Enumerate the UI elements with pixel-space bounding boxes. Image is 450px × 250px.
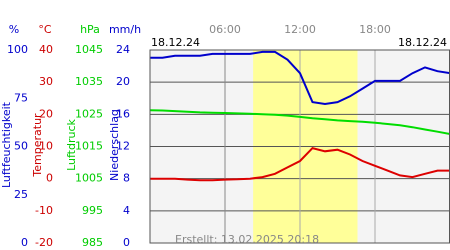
axis-unit: hPa (80, 23, 100, 36)
y-tick-label: 20 (39, 107, 53, 120)
x-tick-label: 18:00 (359, 23, 391, 36)
axis-name: Luftfeuchtigkeit (0, 101, 13, 188)
y-tick-label: 1045 (75, 43, 103, 56)
y-tick-label: 1035 (75, 75, 103, 88)
footer: Erstellt: 13.02.2025 20:18 (175, 233, 319, 246)
y-tick-label: 20 (116, 75, 130, 88)
y-tick-label: 30 (39, 75, 53, 88)
axis-name: Niederschlag (108, 109, 121, 181)
y-tick-label: 1015 (75, 140, 103, 153)
y-tick-label: 40 (39, 43, 53, 56)
y-tick-label: 8 (123, 172, 130, 185)
axis-unit: % (9, 23, 19, 36)
y-tick-label: 995 (82, 204, 103, 217)
y-tick-label: 25 (14, 188, 28, 201)
x-tick-label: 12:00 (284, 23, 316, 36)
y-tick-label: 1025 (75, 107, 103, 120)
y-tick-label: 10 (39, 140, 53, 153)
series-line (149, 109, 450, 135)
axis-unit: °C (38, 23, 52, 36)
axis-name: Luftdruck (65, 118, 78, 170)
y-tick-label: 24 (116, 43, 130, 56)
y-tick-label: -10 (35, 204, 53, 217)
y-tick-label: 985 (82, 236, 103, 249)
axis-name: Temperatur (31, 113, 44, 178)
y-tick-label: 0 (46, 172, 53, 185)
date-left: 18.12.24 (151, 36, 200, 49)
series-line (150, 50, 450, 106)
y-tick-label: 0 (21, 236, 28, 249)
axis-unit: mm/h (109, 23, 141, 36)
x-tick-label: 06:00 (209, 23, 241, 36)
y-tick-label: 50 (14, 140, 28, 153)
y-tick-label: -20 (35, 236, 53, 249)
y-tick-label: 4 (123, 204, 130, 217)
y-tick-label: 100 (7, 43, 28, 56)
y-tick-label: 0 (123, 236, 130, 249)
series-line (150, 146, 450, 182)
y-tick-label: 75 (14, 91, 28, 104)
y-tick-label: 12 (116, 140, 130, 153)
y-tick-label: 1005 (75, 172, 103, 185)
date-right: 18.12.24 (398, 36, 447, 49)
y-tick-label: 16 (116, 107, 130, 120)
